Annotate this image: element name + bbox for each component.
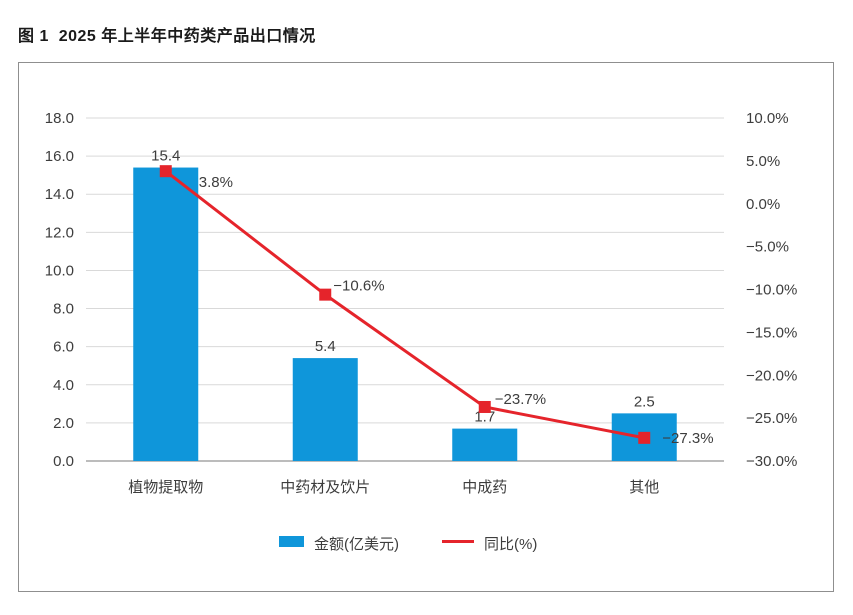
bar [452,428,518,461]
line-marker [319,288,332,301]
line-value-label: −10.6% [333,278,384,295]
legend-line-label: 同比(%) [484,536,537,553]
line-marker [478,400,491,413]
bar-value-label: 15.4 [151,148,180,165]
left-axis-tick-label: 0.0 [53,453,74,470]
figure-title: 图 1 2025 年上半年中药类产品出口情况 [18,28,316,45]
category-label: 植物提取物 [128,479,203,496]
chart-frame: 0.0 2.0 4.0 6.0 8.0 10.0 12.0 14.0 16.0 18.0 10.0%… [18,62,834,592]
legend-bar-swatch [279,536,304,547]
line-marker [638,431,651,444]
category-label: 其他 [629,479,659,496]
left-axis-tick-label: 14.0 [45,186,74,203]
line-value-label: 3.8% [199,174,233,191]
right-axis-tick-label: −20.0% [746,367,797,384]
legend-bar-label: 金额(亿美元) [314,536,399,553]
right-axis-tick-label: −10.0% [746,282,797,299]
left-axis-tick-label: 8.0 [53,301,74,318]
right-axis-tick-label: −25.0% [746,410,797,427]
right-axis-tick-label: −30.0% [746,453,797,470]
left-axis-tick-label: 12.0 [45,224,74,241]
left-axis-tick-label: 16.0 [45,148,74,165]
right-axis-tick-label: −15.0% [746,324,797,341]
left-axis-tick-label: 6.0 [53,339,74,356]
right-axis-tick-label: −5.0% [746,239,789,256]
bar [292,358,358,461]
category-label: 中药材及饮片 [280,479,370,496]
bar-value-label: 2.5 [634,393,655,410]
right-axis-tick-label: 5.0% [746,153,780,170]
combo-chart: 0.0 2.0 4.0 6.0 8.0 10.0 12.0 14.0 16.0 18.0 10.0%… [45,110,798,553]
left-axis-tick-label: 2.0 [53,415,74,432]
yoy-line [164,169,645,440]
bar [133,167,199,461]
right-axis-tick-label: 10.0% [746,110,789,127]
left-axis-tick-label: 18.0 [45,110,74,127]
line-value-label: −27.3% [662,430,713,447]
left-axis-tick-label: 4.0 [53,377,74,394]
bar-value-label: 5.4 [315,338,336,355]
left-axis-tick-label: 10.0 [45,262,74,279]
category-label: 中成药 [462,479,507,496]
line-marker [159,165,172,178]
line-value-label: −23.7% [495,391,546,408]
right-axis-tick-label: 0.0% [746,196,780,213]
